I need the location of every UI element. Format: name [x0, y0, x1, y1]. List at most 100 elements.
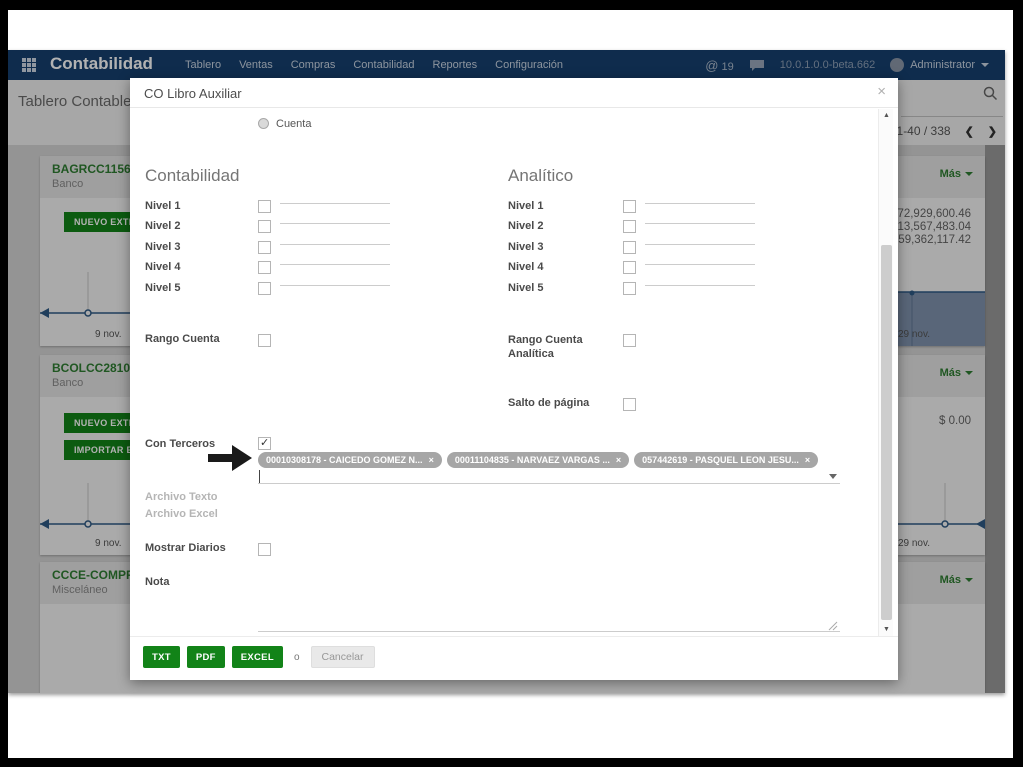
or-label: o — [293, 651, 300, 663]
search-icon[interactable] — [983, 86, 998, 106]
nivel3-input[interactable] — [280, 231, 390, 245]
nivel2-checkbox[interactable] — [258, 220, 271, 233]
txt-button[interactable]: TXT — [143, 646, 180, 668]
modal-title: CO Libro Auxiliar — [144, 86, 242, 101]
menu-item-ventas[interactable]: Ventas — [239, 59, 273, 71]
archivo-texto-label: Archivo Texto — [145, 491, 218, 503]
chat-icon[interactable] — [749, 59, 765, 71]
nivel3-analitico-checkbox[interactable] — [623, 241, 636, 254]
nivel4-analitico-checkbox[interactable] — [623, 261, 636, 274]
excel-button[interactable]: EXCEL — [231, 646, 283, 668]
tag-item[interactable]: 00011104835 - NARVAEZ VARGAS ... × — [446, 452, 630, 468]
menu-item-compras[interactable]: Compras — [290, 59, 336, 71]
tag-label: 00011104835 - NARVAEZ VARGAS ... — [454, 455, 610, 465]
more-button[interactable]: Más — [940, 367, 973, 379]
rango-cuenta-analitica-checkbox[interactable] — [623, 334, 636, 347]
nota-textarea[interactable] — [258, 572, 840, 632]
nota-label: Nota — [145, 576, 170, 588]
nivel1-input[interactable] — [280, 190, 390, 204]
cuenta-radio[interactable] — [258, 118, 269, 129]
journal-title[interactable]: BAGRCC1156-0 — [52, 162, 142, 176]
app-window: Contabilidad Tablero Ventas Compras Cont… — [8, 50, 1005, 693]
terceros-tags: 00010308178 - CAICEDO GOMEZ N... × 000111… — [258, 452, 819, 468]
pointer-arrow-icon — [208, 445, 252, 471]
caret-down-icon — [965, 578, 973, 582]
dashboard-scrollbar[interactable] — [985, 145, 1005, 693]
tag-remove-icon[interactable]: × — [428, 455, 434, 465]
nivel4-input[interactable] — [280, 251, 390, 265]
menu-item-contabilidad[interactable]: Contabilidad — [353, 59, 415, 71]
cuenta-radio-label: Cuenta — [276, 118, 312, 130]
menu-item-reportes[interactable]: Reportes — [432, 59, 478, 71]
user-menu[interactable]: Administrator — [890, 58, 989, 72]
salto-pagina-checkbox[interactable] — [623, 398, 636, 411]
nivel2-analitico-checkbox[interactable] — [623, 220, 636, 233]
amount-line: $ 72,929,600.46 — [887, 208, 971, 220]
pager-next-icon[interactable]: ❯ — [987, 125, 997, 138]
tag-label: 00010308178 - CAICEDO GOMEZ N... — [266, 455, 423, 465]
amount-line: $ 0.00 — [939, 415, 971, 427]
nivel-label: Nivel 5 — [508, 282, 544, 294]
scrollbar-thumb[interactable] — [881, 245, 892, 620]
nivel3-analitico-input[interactable] — [645, 231, 755, 245]
nivel1-analitico-checkbox[interactable] — [623, 200, 636, 213]
scroll-down-icon[interactable]: ▼ — [883, 626, 890, 633]
nivel-label: Nivel 5 — [145, 282, 181, 294]
tag-item[interactable]: 057442619 - PASQUEL LEON JESU... × — [634, 452, 819, 468]
dropdown-caret-icon[interactable] — [829, 474, 837, 479]
mentions-counter[interactable]: @ 19 — [705, 58, 734, 73]
nivel-label: Nivel 1 — [145, 200, 181, 212]
pager-prev-icon[interactable]: ❮ — [964, 125, 974, 138]
spark-date-right: 29 nov. — [897, 329, 930, 340]
page-title: Tablero Contable — [18, 93, 132, 110]
scroll-up-icon[interactable]: ▲ — [883, 112, 890, 119]
nivel2-analitico-input[interactable] — [645, 210, 755, 224]
nivel5-analitico-checkbox[interactable] — [623, 282, 636, 295]
tag-remove-icon[interactable]: × — [804, 455, 811, 465]
con-terceros-checkbox[interactable] — [258, 436, 271, 450]
nivel1-analitico-input[interactable] — [645, 190, 755, 204]
terceros-input[interactable] — [258, 470, 840, 484]
cancel-button[interactable]: Cancelar — [310, 646, 375, 668]
tag-item[interactable]: 00010308178 - CAICEDO GOMEZ N... × — [258, 452, 442, 468]
app-title: Contabilidad — [50, 54, 153, 73]
rango-cuenta-checkbox[interactable] — [258, 334, 271, 347]
rango-cuenta-analitica-label: Rango Cuenta Analítica — [508, 334, 583, 360]
journal-title[interactable]: BCOLCC2810-7 — [52, 361, 141, 375]
spark-date-right: 29 nov. — [897, 538, 930, 549]
journal-type: Banco — [52, 377, 84, 389]
nivel5-checkbox[interactable] — [258, 282, 271, 295]
mostrar-diarios-checkbox[interactable] — [258, 543, 271, 556]
menu-item-configuracion[interactable]: Configuración — [495, 59, 564, 71]
nivel4-checkbox[interactable] — [258, 261, 271, 274]
nivel-label: Nivel 2 — [145, 220, 181, 232]
nivel1-checkbox[interactable] — [258, 200, 271, 213]
nivel-label: Nivel 4 — [508, 261, 544, 273]
menu-item-tablero[interactable]: Tablero — [185, 59, 222, 71]
nivel4-analitico-input[interactable] — [645, 251, 755, 265]
nivel-label: Nivel 2 — [508, 220, 544, 232]
tag-remove-icon[interactable]: × — [615, 455, 622, 465]
resize-handle-icon[interactable] — [826, 619, 838, 631]
salto-pagina-label: Salto de página — [508, 397, 590, 409]
journal-type: Banco — [52, 178, 84, 190]
username: Administrator — [910, 59, 975, 71]
spark-date-left: 9 nov. — [95, 538, 122, 549]
rango-cuenta-label: Rango Cuenta — [145, 333, 220, 345]
modal-footer: TXT PDF EXCEL o Cancelar — [130, 636, 898, 680]
tag-label: 057442619 - PASQUEL LEON JESU... — [642, 455, 799, 465]
card-body: NUEVO EXTRACTO $ 72,929,600.46 $ 13,567,… — [40, 198, 985, 346]
topbar-right: @ 19 10.0.1.0.0-beta.662 Administrator — [705, 50, 989, 80]
section-contabilidad: Contabilidad — [145, 166, 240, 185]
pdf-button[interactable]: PDF — [186, 646, 225, 668]
more-button[interactable]: Más — [940, 168, 973, 180]
nivel3-checkbox[interactable] — [258, 241, 271, 254]
spark-date-left: 9 nov. — [95, 329, 122, 340]
nivel2-input[interactable] — [280, 210, 390, 224]
nivel5-analitico-input[interactable] — [645, 272, 755, 286]
close-icon[interactable]: × — [877, 83, 886, 100]
nivel5-input[interactable] — [280, 272, 390, 286]
more-button[interactable]: Más — [940, 574, 973, 586]
apps-grid-icon[interactable] — [22, 58, 36, 72]
version-label: 10.0.1.0.0-beta.662 — [779, 59, 876, 71]
